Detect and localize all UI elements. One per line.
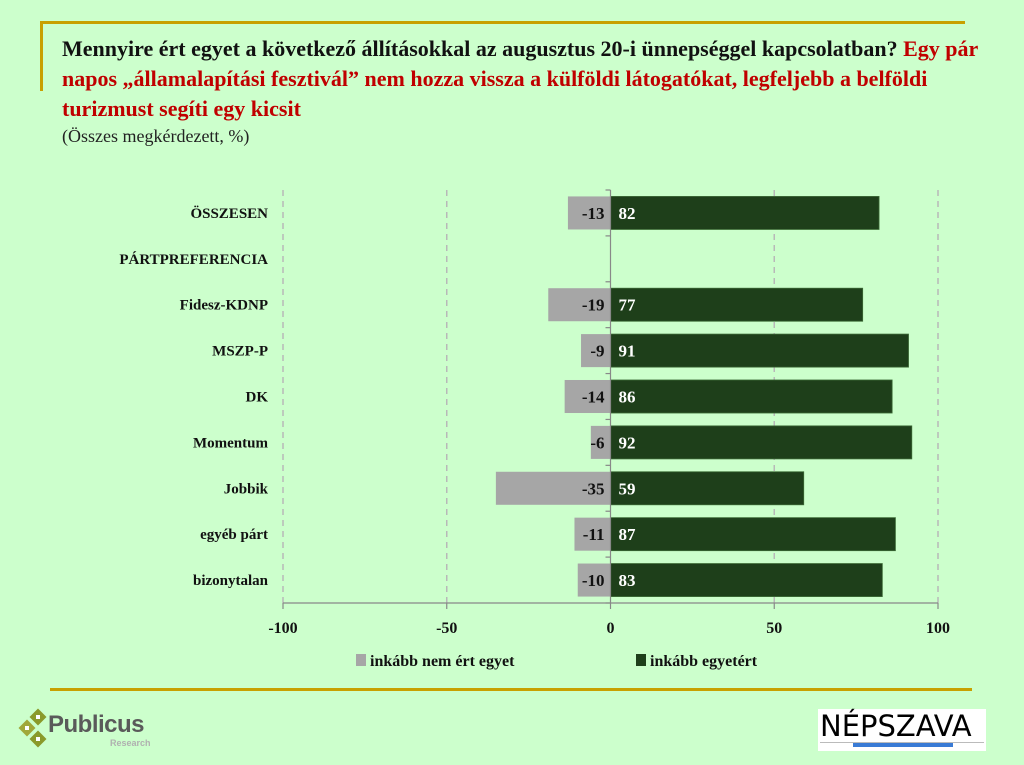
bar-agree — [610, 379, 893, 414]
data-label-agree: 87 — [619, 525, 637, 544]
data-label-disagree: -35 — [582, 479, 605, 498]
bar-agree — [610, 471, 805, 506]
x-tick-label: 50 — [766, 620, 782, 637]
x-tick-label: 100 — [926, 620, 950, 637]
bar-disagree — [577, 563, 611, 597]
legend-label: inkább egyetért — [650, 653, 758, 670]
legend-swatch — [636, 654, 646, 666]
data-label-disagree: -10 — [582, 571, 605, 590]
bar-agree — [610, 196, 880, 230]
bar-disagree — [581, 334, 611, 368]
nepszava-logo: NÉPSZAVA — [818, 709, 986, 751]
data-label-disagree: -9 — [590, 342, 604, 361]
category-label: Momentum — [193, 435, 268, 451]
category-label: DK — [246, 390, 269, 406]
bar-agree — [610, 287, 864, 322]
title-statement: Egy pár napos „államalapítási fesztivál”… — [62, 36, 978, 121]
x-tick-label: -50 — [436, 620, 457, 637]
category-label: ÖSSZESEN — [190, 205, 268, 222]
title-block: Mennyire ért egyet a következő állítások… — [62, 34, 982, 147]
bottom-accent-rule — [50, 688, 972, 691]
data-label-agree: 83 — [619, 571, 636, 590]
data-label-disagree: -11 — [583, 525, 605, 544]
data-label-agree: 91 — [619, 342, 636, 361]
bar-disagree — [590, 425, 611, 459]
x-tick-label: -100 — [268, 620, 297, 637]
nepszava-tagline-bar — [853, 743, 953, 747]
data-label-agree: 86 — [619, 388, 636, 407]
legend: inkább nem ért egyet inkább egyetért — [356, 653, 758, 670]
data-label-agree: 59 — [619, 479, 636, 498]
bars: -13 82 -19 77 -9 91 -14 86 -6 92 -35 59 -11 87 -10 83 — [495, 196, 913, 597]
data-label-disagree: -13 — [582, 204, 605, 223]
left-accent-rule — [40, 21, 43, 91]
category-label: Jobbik — [224, 481, 269, 497]
x-axis: -100 -50 0 50 100 — [268, 189, 950, 637]
category-labels: ÖSSZESEN PÁRTPREFERENCIA Fidesz-KDNP MSZP-P… — [119, 205, 268, 589]
title-question: Mennyire ért egyet a következő állítások… — [62, 36, 898, 61]
publicus-diamonds-icon — [18, 708, 47, 748]
category-label: Fidesz-KDNP — [180, 298, 268, 314]
data-label-agree: 92 — [619, 433, 636, 452]
category-label: bizonytalan — [193, 573, 269, 589]
publicus-subtitle: Research — [110, 738, 151, 748]
legend-label: inkább nem ért egyet — [370, 653, 515, 670]
nepszava-underline — [820, 742, 984, 743]
publicus-logo: Publicus Research — [14, 708, 154, 752]
bar-disagree — [495, 471, 611, 505]
category-label: PÁRTPREFERENCIA — [119, 251, 268, 268]
bar-disagree — [564, 379, 611, 414]
data-label-disagree: -19 — [582, 296, 605, 315]
bar-disagree — [574, 517, 611, 551]
data-label-agree: 82 — [619, 204, 636, 223]
bar-agree — [610, 563, 883, 597]
bar-agree — [610, 517, 896, 552]
data-label-disagree: -6 — [590, 433, 604, 452]
category-label: MSZP-P — [212, 344, 268, 360]
nepszava-name: NÉPSZAVA — [820, 709, 972, 743]
legend-swatch — [356, 654, 366, 666]
category-label: egyéb párt — [200, 527, 268, 543]
top-accent-rule — [40, 21, 965, 24]
bar-agree — [610, 333, 909, 368]
x-tick-label: 0 — [607, 620, 615, 637]
data-label-agree: 77 — [619, 296, 637, 315]
publicus-name: Publicus — [48, 711, 145, 738]
bar-agree — [610, 425, 913, 460]
bar-disagree — [548, 288, 611, 322]
bar-disagree — [567, 196, 611, 230]
chart-title: Mennyire ért egyet a következő állítások… — [62, 34, 982, 124]
data-label-disagree: -14 — [582, 388, 605, 407]
chart-subtitle: (Összes megkérdezett, %) — [62, 126, 250, 146]
